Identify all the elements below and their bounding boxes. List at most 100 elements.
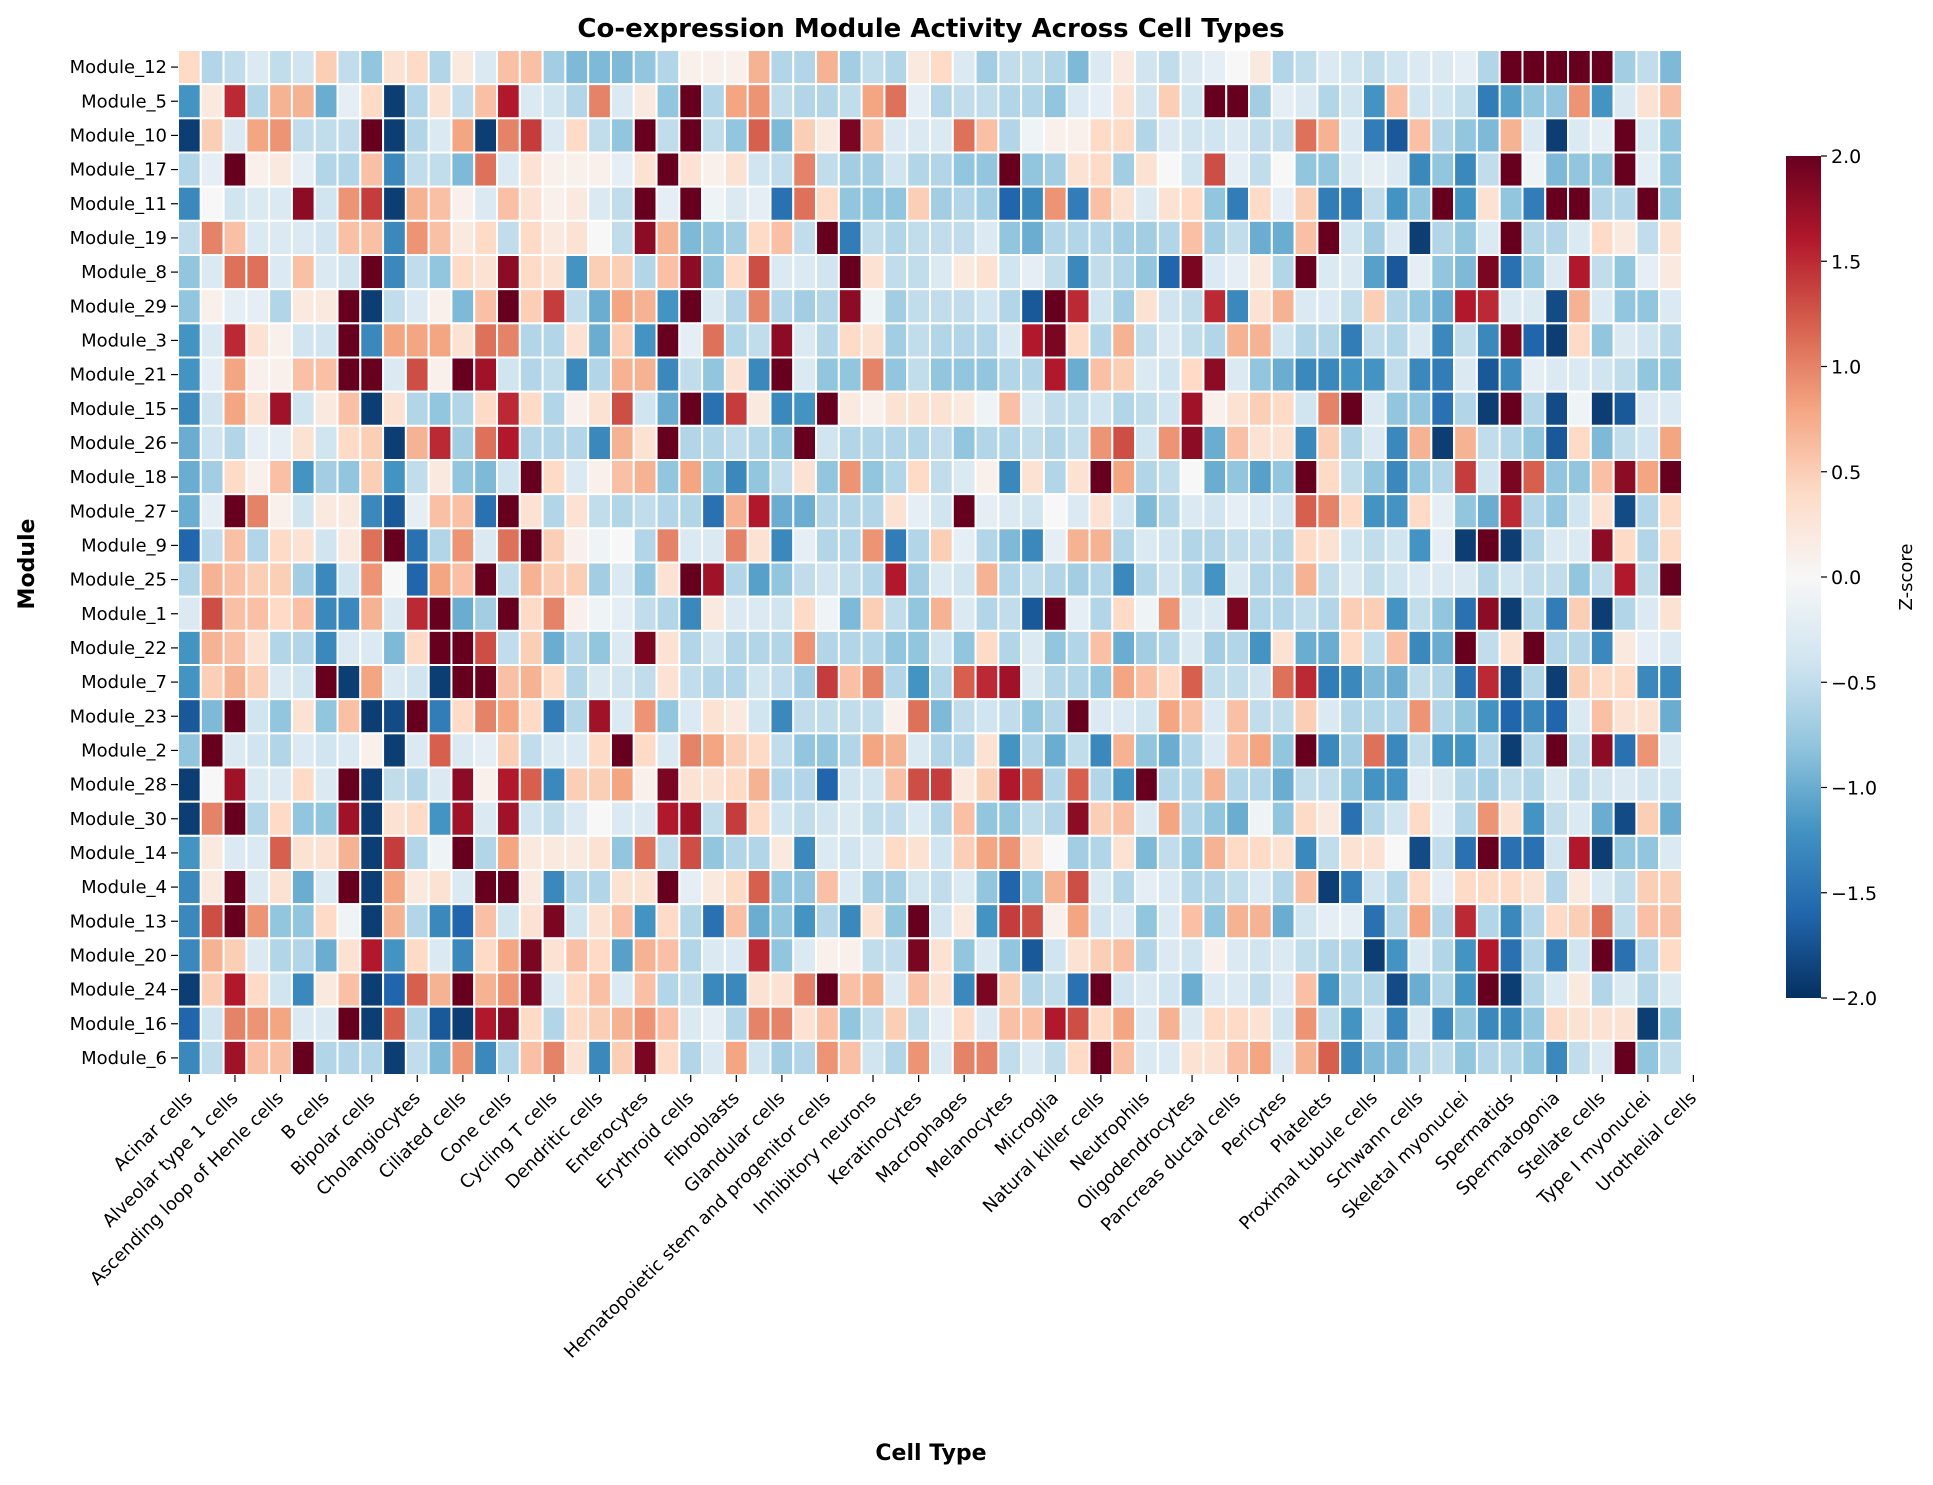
heatmap-cell (1453, 83, 1478, 120)
y-tick-label: Module_22 (70, 638, 167, 659)
heatmap-cell (1270, 698, 1296, 735)
heatmap-cell (1544, 698, 1570, 735)
heatmap-cell (177, 595, 202, 632)
heatmap-cell (1384, 834, 1410, 872)
y-tick-label: Module_17 (70, 160, 167, 181)
heatmap-cell (1042, 83, 1068, 120)
heatmap-cell (997, 732, 1023, 769)
heatmap-cell (177, 698, 202, 735)
heatmap-cell (518, 1039, 544, 1076)
heatmap-cell (837, 937, 863, 974)
heatmap-cell (427, 83, 453, 120)
heatmap-cell (815, 869, 840, 906)
heatmap-cell (1453, 459, 1478, 496)
heatmap-cell (496, 561, 521, 598)
heatmap-cell (382, 800, 407, 837)
heatmap-cell (1567, 1005, 1592, 1042)
heatmap-cell (974, 937, 1000, 974)
heatmap-cell (1156, 424, 1182, 461)
heatmap-cell (1248, 83, 1273, 120)
heatmap-cell (427, 971, 453, 1008)
heatmap-cell (1111, 1005, 1137, 1042)
heatmap-cell (541, 971, 567, 1008)
heatmap-cell (1339, 254, 1364, 291)
heatmap-cell (1430, 322, 1456, 359)
heatmap-cell (655, 937, 681, 974)
heatmap-cell (1658, 459, 1683, 496)
heatmap-cell (1339, 766, 1364, 803)
heatmap-cell (1612, 698, 1638, 735)
heatmap-cell (1475, 595, 1501, 632)
heatmap-cell (815, 151, 840, 188)
heatmap-cell (450, 698, 476, 735)
heatmap-cell (1202, 356, 1228, 393)
heatmap-cell (1589, 698, 1615, 735)
heatmap-cell (1361, 83, 1387, 120)
heatmap-cell (1316, 254, 1342, 291)
heatmap-cell (382, 834, 407, 872)
heatmap-cell (655, 732, 681, 769)
heatmap-cell (1316, 698, 1342, 735)
heatmap-cell (701, 117, 726, 154)
heatmap-cell (177, 254, 202, 291)
heatmap-cell (199, 903, 225, 940)
heatmap-cell (496, 629, 521, 667)
heatmap-cell (1407, 288, 1433, 325)
heatmap-cell (1475, 629, 1501, 667)
heatmap-cell (1407, 800, 1433, 837)
heatmap-cell (1134, 288, 1159, 325)
heatmap-cell (1111, 288, 1137, 325)
heatmap-cell (997, 698, 1023, 735)
heatmap-cell (1339, 698, 1364, 735)
heatmap-cell (1361, 151, 1387, 188)
y-tick-label: Module_26 (70, 433, 167, 454)
heatmap-cell (1111, 800, 1137, 837)
heatmap-cell (678, 800, 704, 837)
heatmap-cell (701, 151, 726, 188)
heatmap-cell (1498, 219, 1524, 256)
heatmap-cell (769, 49, 795, 86)
heatmap-cell (929, 595, 954, 632)
heatmap-cell (427, 664, 453, 701)
heatmap-cell (245, 629, 271, 667)
heatmap-cell (336, 219, 362, 256)
heatmap-cell (427, 561, 453, 598)
heatmap-cell (997, 254, 1023, 291)
heatmap-cell (1225, 732, 1251, 769)
heatmap-cell (1521, 1039, 1547, 1076)
heatmap-cell (541, 49, 567, 86)
heatmap-cell (1225, 288, 1251, 325)
heatmap-cell (336, 390, 362, 427)
heatmap-cell (769, 561, 795, 598)
heatmap-cell (404, 629, 430, 667)
heatmap-cell (177, 424, 202, 461)
heatmap-cell (587, 117, 612, 154)
heatmap-cell (245, 254, 271, 291)
heatmap-cell (1111, 732, 1137, 769)
heatmap-cell (222, 1039, 248, 1076)
heatmap-cell (1430, 424, 1456, 461)
heatmap-cell (1088, 664, 1114, 701)
heatmap-cell (837, 1005, 863, 1042)
heatmap-cell (268, 288, 293, 325)
heatmap-cell (1248, 424, 1273, 461)
heatmap-cell (290, 869, 316, 906)
heatmap-cell (268, 903, 293, 940)
heatmap-cell (837, 185, 863, 222)
heatmap-cell (951, 527, 977, 564)
heatmap-cell (974, 1039, 1000, 1076)
heatmap-cell (1134, 424, 1159, 461)
heatmap-cell (359, 732, 385, 769)
heatmap-cell (313, 254, 339, 291)
heatmap-cell (1430, 561, 1456, 598)
heatmap-cell (1225, 1005, 1251, 1042)
heatmap-cell (1612, 561, 1638, 598)
heatmap-cell (746, 254, 772, 291)
heatmap-cell (678, 390, 704, 427)
heatmap-cell (518, 766, 544, 803)
heatmap-cell (1270, 664, 1296, 701)
heatmap-cell (1065, 732, 1091, 769)
heatmap-cell (1521, 629, 1547, 667)
heatmap-cell (632, 356, 658, 393)
heatmap-cell (906, 869, 932, 906)
